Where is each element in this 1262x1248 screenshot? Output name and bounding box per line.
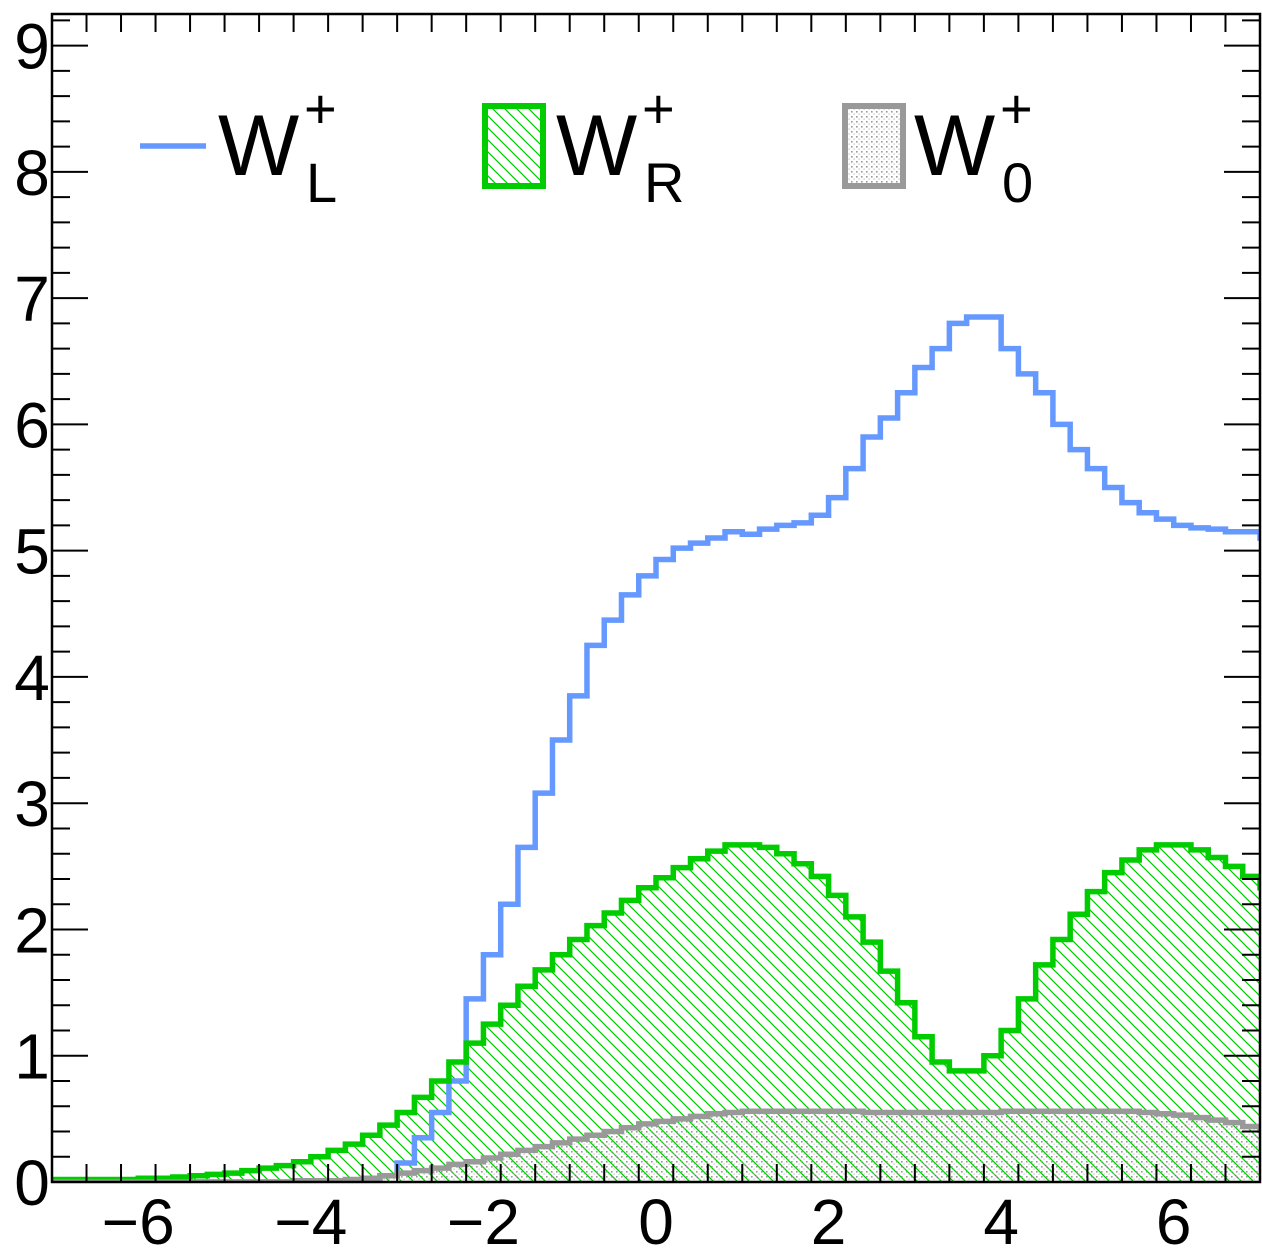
legend-label-sup: + <box>1000 77 1033 140</box>
x-tick-label: 2 <box>811 1186 847 1248</box>
legend: W +L W +R W +0 <box>140 77 1033 214</box>
y-tick-label: 9 <box>14 11 50 83</box>
legend-swatch-hatched <box>482 103 546 189</box>
x-tick-label: −2 <box>447 1186 520 1248</box>
y-tick-label: 3 <box>14 768 50 840</box>
x-tick-label: 0 <box>638 1186 674 1248</box>
y-tick-label: 5 <box>14 516 50 588</box>
series-layer <box>52 314 1260 1182</box>
series-wr-fill <box>52 844 1260 1182</box>
axes-frame <box>50 12 1262 1184</box>
y-tick-label: 4 <box>14 642 50 714</box>
series-wl-line <box>52 314 1260 1182</box>
legend-label-base: W <box>218 98 299 194</box>
legend-entry-0: W +0 <box>842 77 1033 214</box>
x-tick-label: 6 <box>1156 1186 1192 1248</box>
legend-entry-r: W + R <box>482 77 684 214</box>
tick-labels: −6 −4 −2 0 2 4 6 0 1 2 3 4 5 6 7 8 9 <box>14 11 1191 1248</box>
y-tick-label: 8 <box>14 137 50 209</box>
series-w0-fill <box>52 1111 1260 1182</box>
series-w0-line <box>52 1108 1260 1182</box>
y-tick-label: 6 <box>14 389 50 461</box>
y-tick-label: 1 <box>14 1021 50 1093</box>
legend-label-base: W <box>556 98 637 194</box>
y-tick-label: 0 <box>14 1147 50 1219</box>
legend-label-sup: + <box>304 77 337 140</box>
legend-label-sub: L <box>306 151 337 214</box>
legend-label-sub: R <box>644 151 684 214</box>
legend-label-base: W <box>914 98 995 194</box>
legend-label-sub: 0 <box>1002 151 1033 214</box>
x-tick-label: −6 <box>102 1186 175 1248</box>
y-tick-label: 2 <box>14 894 50 966</box>
legend-label-sup: + <box>642 77 675 140</box>
legend-swatch-dotted <box>842 103 906 189</box>
x-tick-label: 4 <box>983 1186 1019 1248</box>
legend-entry-l: W + L <box>140 77 337 214</box>
axes-box <box>50 12 1262 1184</box>
series-wr-line <box>52 842 1260 1182</box>
x-tick-label: −4 <box>274 1186 347 1248</box>
y-tick-label: 7 <box>14 263 50 335</box>
